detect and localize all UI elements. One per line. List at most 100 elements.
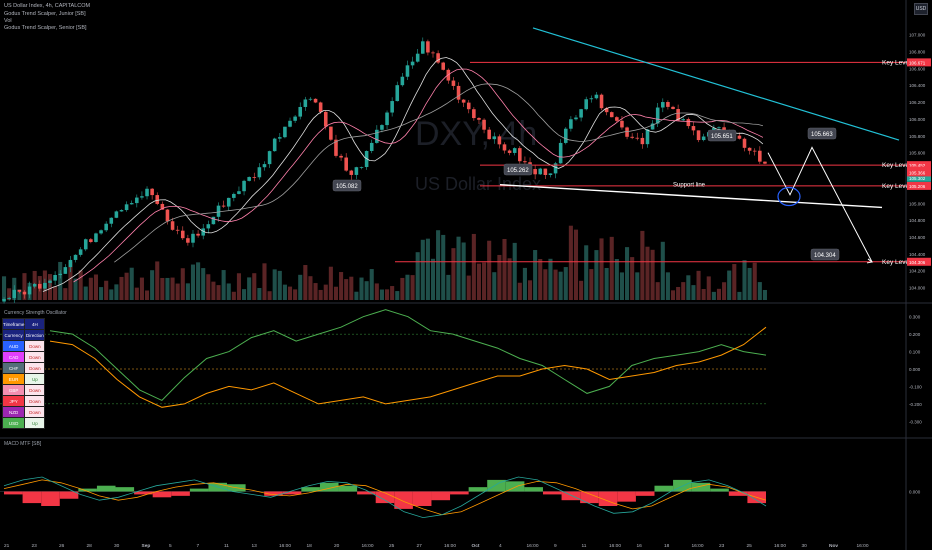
candle bbox=[89, 239, 93, 242]
candle bbox=[620, 120, 624, 128]
volume-bar bbox=[533, 250, 538, 300]
y-tick-label: 106.600 bbox=[909, 66, 926, 71]
macd-pane-title: MACD MTF [SB] bbox=[4, 441, 42, 447]
table-row: AUD Down bbox=[1, 340, 46, 352]
macd-histogram-bar bbox=[542, 491, 562, 495]
volume-bar bbox=[134, 287, 139, 300]
candle bbox=[696, 130, 701, 141]
candle bbox=[558, 142, 563, 164]
macd-histogram-bar bbox=[691, 482, 711, 492]
volume-bar bbox=[625, 247, 630, 300]
volume-bar bbox=[579, 280, 584, 300]
volume-bar bbox=[354, 291, 359, 300]
candle bbox=[267, 151, 272, 165]
volume-bar bbox=[129, 267, 134, 300]
currency-badge[interactable]: USD bbox=[914, 3, 928, 15]
candle bbox=[584, 99, 588, 110]
volume-bar bbox=[461, 242, 466, 300]
key-level-label: Key Level bbox=[882, 183, 911, 190]
macd-histogram-bar bbox=[505, 481, 525, 492]
indicator-legend-3[interactable]: Godus Trend Scalper, Senior [SB] bbox=[4, 25, 87, 31]
macd-histogram-bar bbox=[134, 491, 153, 495]
candle bbox=[283, 126, 287, 138]
volume-bar bbox=[267, 291, 272, 300]
candle bbox=[681, 119, 686, 121]
candle bbox=[114, 211, 119, 218]
candle bbox=[482, 119, 486, 130]
volume-bar bbox=[83, 286, 88, 300]
highlight-circle bbox=[777, 186, 801, 207]
volume-bar bbox=[538, 258, 543, 300]
volume-bar bbox=[206, 274, 211, 300]
volume-bar bbox=[344, 279, 349, 300]
volume-bar bbox=[7, 288, 12, 300]
candle bbox=[461, 99, 466, 103]
candle bbox=[640, 137, 645, 145]
volume-bar bbox=[558, 271, 563, 300]
volume-bar bbox=[415, 252, 420, 300]
volume-bar bbox=[185, 283, 190, 300]
watermark-ticker: DXY, 4h bbox=[415, 115, 537, 153]
price-callout-text: 105.262 bbox=[507, 168, 529, 174]
volume-bar bbox=[655, 282, 660, 300]
macd-histogram-bar bbox=[375, 491, 395, 504]
volume-bar bbox=[58, 261, 63, 300]
x-tick-label: 16:00 bbox=[279, 543, 291, 549]
volume-bar bbox=[711, 291, 716, 300]
volume-bar bbox=[594, 250, 599, 300]
oscillator-y-tick: -0.200 bbox=[909, 402, 922, 407]
volume-bar bbox=[762, 289, 767, 300]
table-header-timeframe: Timeframe bbox=[1, 318, 26, 330]
candle bbox=[170, 221, 175, 230]
volume-bar bbox=[114, 284, 119, 300]
x-tick-label: Oct bbox=[472, 543, 480, 549]
volume-bar bbox=[257, 287, 262, 300]
candle bbox=[288, 120, 292, 127]
volume-bar bbox=[747, 267, 752, 300]
candle bbox=[635, 137, 640, 139]
y-tick-label: 106.200 bbox=[909, 100, 926, 105]
x-tick-label: 25 bbox=[747, 543, 753, 549]
volume-bar bbox=[722, 282, 727, 300]
volume-bar bbox=[298, 274, 303, 300]
candle bbox=[655, 107, 660, 124]
macd-histogram-bar bbox=[301, 487, 320, 492]
volume-bar bbox=[609, 236, 614, 300]
table-direction-cell: Down bbox=[24, 351, 46, 363]
volume-bar bbox=[665, 272, 670, 300]
table-header-timeframe-value: 4H bbox=[24, 318, 46, 330]
volume-bar bbox=[180, 268, 185, 300]
volume-bar bbox=[752, 262, 757, 300]
table-row: NZD Down bbox=[1, 406, 46, 418]
candle bbox=[380, 125, 384, 130]
candle bbox=[124, 204, 129, 211]
indicator-legend-2[interactable]: Vol bbox=[4, 18, 12, 24]
table-subheader-currency: Currency bbox=[1, 329, 26, 341]
volume-bar bbox=[364, 281, 369, 300]
macd-histogram-bar bbox=[96, 485, 116, 492]
candle bbox=[32, 283, 37, 287]
candle bbox=[278, 137, 282, 139]
oscillator-y-tick: 0.000 bbox=[909, 367, 921, 372]
table-direction-cell: Up bbox=[24, 417, 46, 429]
candle bbox=[671, 106, 675, 110]
currency-direction-table: Timeframe 4H Currency Direction AUD Down… bbox=[1, 318, 46, 429]
key-level-label: Key Level bbox=[882, 162, 911, 169]
x-tick-label: 4 bbox=[499, 543, 502, 549]
macd-histogram-bar bbox=[338, 485, 358, 492]
indicator-legend-1[interactable]: Godus Trend Scalper, Junior [SB] bbox=[4, 11, 86, 17]
volume-bar bbox=[221, 270, 226, 300]
price-axis-tag-text: 105.302 bbox=[909, 176, 926, 181]
macd-histogram-bar bbox=[412, 491, 432, 506]
macd-histogram-bar bbox=[561, 491, 581, 501]
table-currency-cell: GBP bbox=[1, 384, 26, 396]
candle bbox=[180, 230, 185, 239]
volume-bar bbox=[68, 261, 73, 300]
macd-histogram-bar bbox=[673, 479, 692, 492]
candle bbox=[186, 238, 190, 243]
volume-bar bbox=[247, 277, 252, 300]
price-callout bbox=[332, 179, 362, 192]
y-tick-label: 104.600 bbox=[909, 235, 926, 240]
volume-bar bbox=[379, 289, 384, 300]
